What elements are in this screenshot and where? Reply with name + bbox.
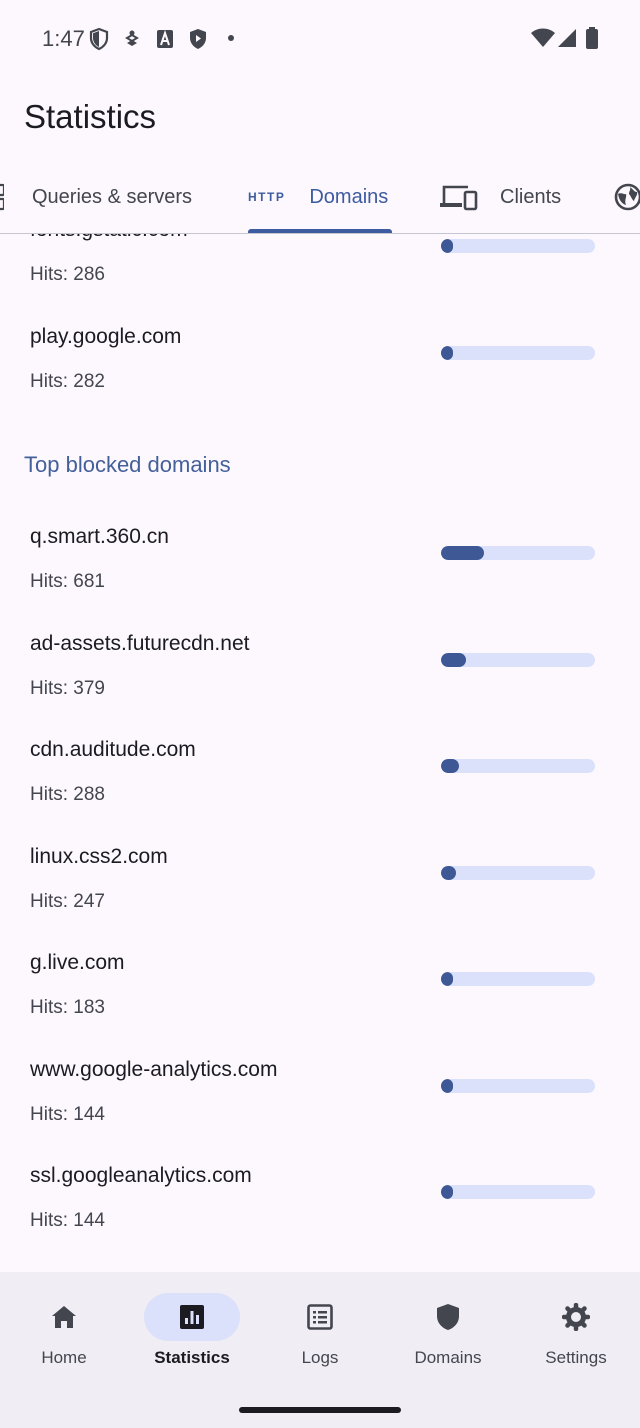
nav-settings[interactable]: Settings [512,1272,640,1392]
nav-home[interactable]: Home [0,1272,128,1392]
hits-count: Hits: 681 [30,571,105,592]
nav-label: Home [41,1348,87,1367]
list-item[interactable]: cdn.auditude.com Hits: 288 [0,724,640,830]
status-bar: 1:47 [0,0,640,78]
dns-icon [0,183,4,211]
domain-name: g.live.com [30,951,125,974]
domain-name: linux.css2.com [30,845,168,868]
progress-bar [441,1185,595,1199]
hits-count: Hits: 379 [30,678,105,699]
progress-bar [441,239,595,253]
list-item[interactable]: g.live.com Hits: 183 [0,937,640,1043]
domain-name: www.google-analytics.com [30,1058,278,1081]
play-shield-icon [190,29,206,49]
progress-bar [441,972,595,986]
progress-bar [441,346,595,360]
domain-name: ssl.googleanalytics.com [30,1164,252,1187]
progress-fill [441,1185,453,1199]
globe-icon [614,183,640,211]
progress-bar [441,866,595,880]
bar-chart-icon [180,1305,204,1329]
status-time: 1:47 [42,26,85,51]
tab-clients[interactable]: Clients [440,160,562,233]
progress-fill [441,546,485,560]
dot-icon [228,35,234,41]
domain-name: play.google.com [30,325,182,348]
page-title: Statistics [24,98,157,135]
nav-label: Logs [301,1348,339,1367]
hits-count: Hits: 247 [30,891,105,912]
shield-icon [437,1304,459,1330]
bottom-navigation: Home Statistics Logs Domains [0,1272,640,1428]
hits-count: Hits: 144 [30,1210,105,1231]
bug-icon [125,30,139,46]
tab-domains[interactable]: HTTP Domains [248,160,389,233]
progress-fill [441,1079,453,1093]
list-item[interactable]: linux.css2.com Hits: 247 [0,831,640,937]
nav-label: Statistics [154,1348,230,1367]
nav-domains[interactable]: Domains [384,1272,512,1392]
tab-indicator [248,229,392,233]
domain-name: q.smart.360.cn [30,525,169,548]
domain-name: ad-assets.futurecdn.net [30,632,250,655]
home-icon [52,1306,76,1328]
home-gesture-bar[interactable] [239,1407,401,1413]
domain-name: cdn.auditude.com [30,738,196,761]
progress-fill [441,972,453,986]
progress-fill [441,346,453,360]
progress-fill [441,239,453,253]
progress-fill [441,653,466,667]
section-title: Top blocked domains [24,452,231,477]
devices-icon [440,185,478,211]
hits-count: Hits: 144 [30,1104,105,1125]
shield-outline-icon [89,27,109,51]
hits-count: Hits: 183 [30,997,105,1018]
hits-count: Hits: 282 [30,371,105,392]
progress-fill [441,866,457,880]
tab-label: Queries & servers [32,185,193,208]
tab-bar: Queries & servers HTTP Domains Clients [0,160,640,234]
progress-bar [441,1079,595,1093]
cell-signal-icon [558,29,576,47]
progress-bar [441,759,595,773]
list-item[interactable]: www.google-analytics.com Hits: 144 [0,1044,640,1150]
list-icon [307,1304,333,1330]
tab-queries-servers[interactable]: Queries & servers [0,160,193,233]
list-item[interactable]: ssl.googleanalytics.com Hits: 144 [0,1150,640,1256]
hits-count: Hits: 288 [30,784,105,805]
progress-bar [441,546,595,560]
http-icon: HTTP [248,190,286,204]
progress-fill [441,759,460,773]
list-item[interactable]: ad-assets.futurecdn.net Hits: 379 [0,618,640,724]
tab-label: Clients [500,185,562,208]
statistics-list[interactable]: fonts.gstatic.com Hits: 286 play.google.… [0,234,640,1272]
gear-icon [562,1303,590,1331]
nav-logs[interactable]: Logs [256,1272,384,1392]
nav-label: Settings [545,1348,607,1367]
list-item[interactable]: q.smart.360.cn Hits: 681 [0,511,640,617]
nav-label: Domains [414,1348,482,1367]
tab-label: Domains [309,185,389,208]
domain-name: fonts.gstatic.com [30,234,188,242]
accessibility-a-icon [157,29,173,48]
wifi-icon [531,28,555,47]
nav-statistics[interactable]: Statistics [128,1272,256,1392]
hits-count: Hits: 286 [30,264,105,285]
battery-icon [586,27,598,49]
progress-bar [441,653,595,667]
list-item[interactable]: fonts.gstatic.com Hits: 286 [0,234,640,310]
list-item[interactable]: play.google.com Hits: 282 [0,311,640,417]
tab-countries[interactable] [614,160,640,233]
